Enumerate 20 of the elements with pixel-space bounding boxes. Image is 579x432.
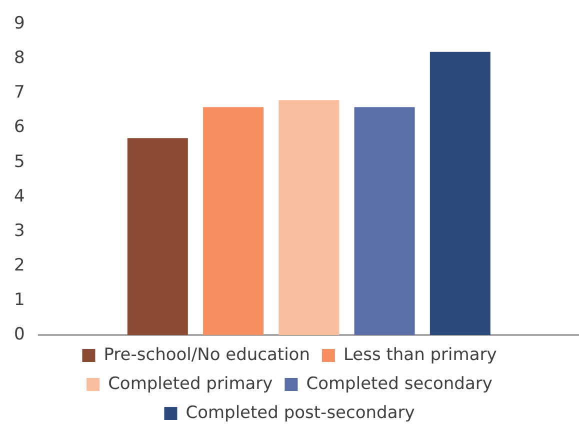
legend-label: Pre-school/No education	[104, 344, 310, 365]
y-tick-label: 8	[14, 48, 25, 68]
y-tick-label: 0	[14, 324, 25, 344]
y-tick-label: 1	[14, 290, 25, 310]
legend-label: Completed secondary	[306, 374, 492, 394]
y-tick-label: 2	[14, 255, 25, 276]
bar	[278, 100, 340, 335]
bar	[127, 138, 188, 335]
legend-label: Completed post-secondary	[186, 402, 415, 423]
legend-label: Less than primary	[343, 344, 497, 365]
y-tick-label: 7	[14, 82, 25, 103]
bar	[203, 107, 264, 335]
y-tick-label: 9	[14, 14, 25, 34]
legend-label: Completed primary	[108, 374, 273, 394]
y-tick-label: 6	[14, 117, 25, 138]
bar	[354, 107, 415, 335]
y-tick-label: 4	[14, 186, 25, 206]
y-tick-label: 3	[14, 220, 25, 241]
bar	[430, 52, 490, 335]
y-tick-label: 5	[14, 152, 25, 172]
